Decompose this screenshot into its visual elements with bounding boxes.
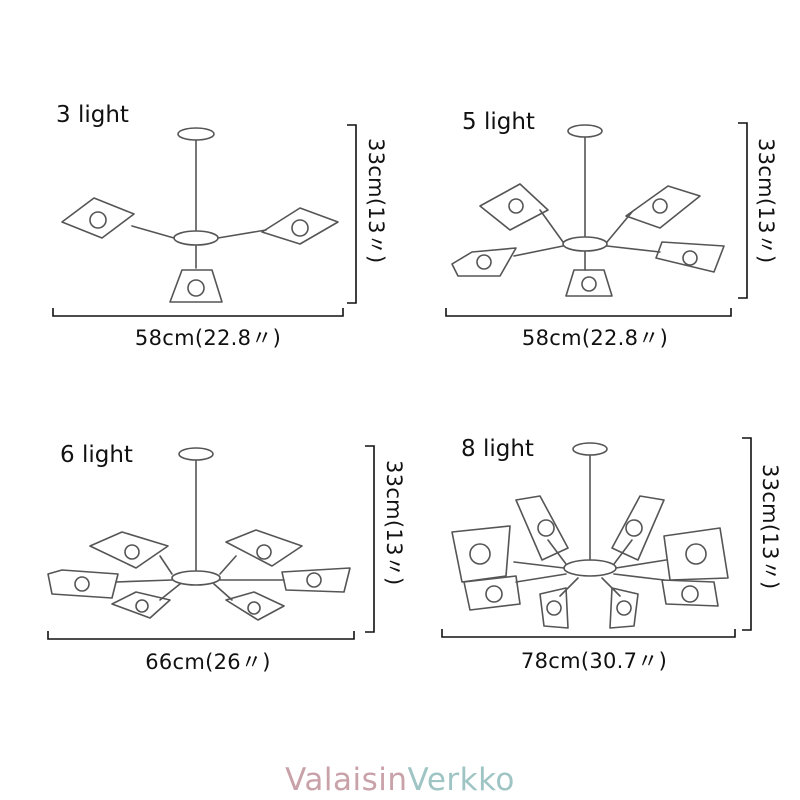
brand-part2: Verkko	[407, 762, 515, 798]
height-3-light: 33cm(13〃)	[364, 138, 388, 264]
chandelier-5-light	[451, 124, 725, 297]
label-3-light: 3 light	[56, 102, 129, 128]
label-8-light: 8 light	[461, 436, 534, 462]
chandelier-8-light	[451, 442, 729, 629]
width-6-light: 66cm(26〃)	[145, 650, 271, 674]
width-5-light: 58cm(22.8〃)	[521, 326, 669, 350]
width-8-light: 78cm(30.7〃)	[520, 649, 668, 673]
height-5-light: 33cm(13〃)	[754, 138, 778, 264]
chandelier-6-light	[47, 447, 351, 621]
dimension-lines	[47, 122, 752, 640]
label-5-light: 5 light	[462, 109, 535, 135]
height-6-light: 33cm(13〃)	[382, 460, 406, 586]
label-6-light: 6 light	[60, 442, 133, 468]
brand-watermark: ValaisinVerkko	[0, 762, 800, 798]
chandelier-3-light	[61, 127, 339, 303]
width-3-light: 58cm(22.8〃)	[134, 326, 282, 350]
brand-part1: Valaisin	[285, 762, 408, 798]
height-8-light: 33cm(13〃)	[758, 464, 782, 590]
